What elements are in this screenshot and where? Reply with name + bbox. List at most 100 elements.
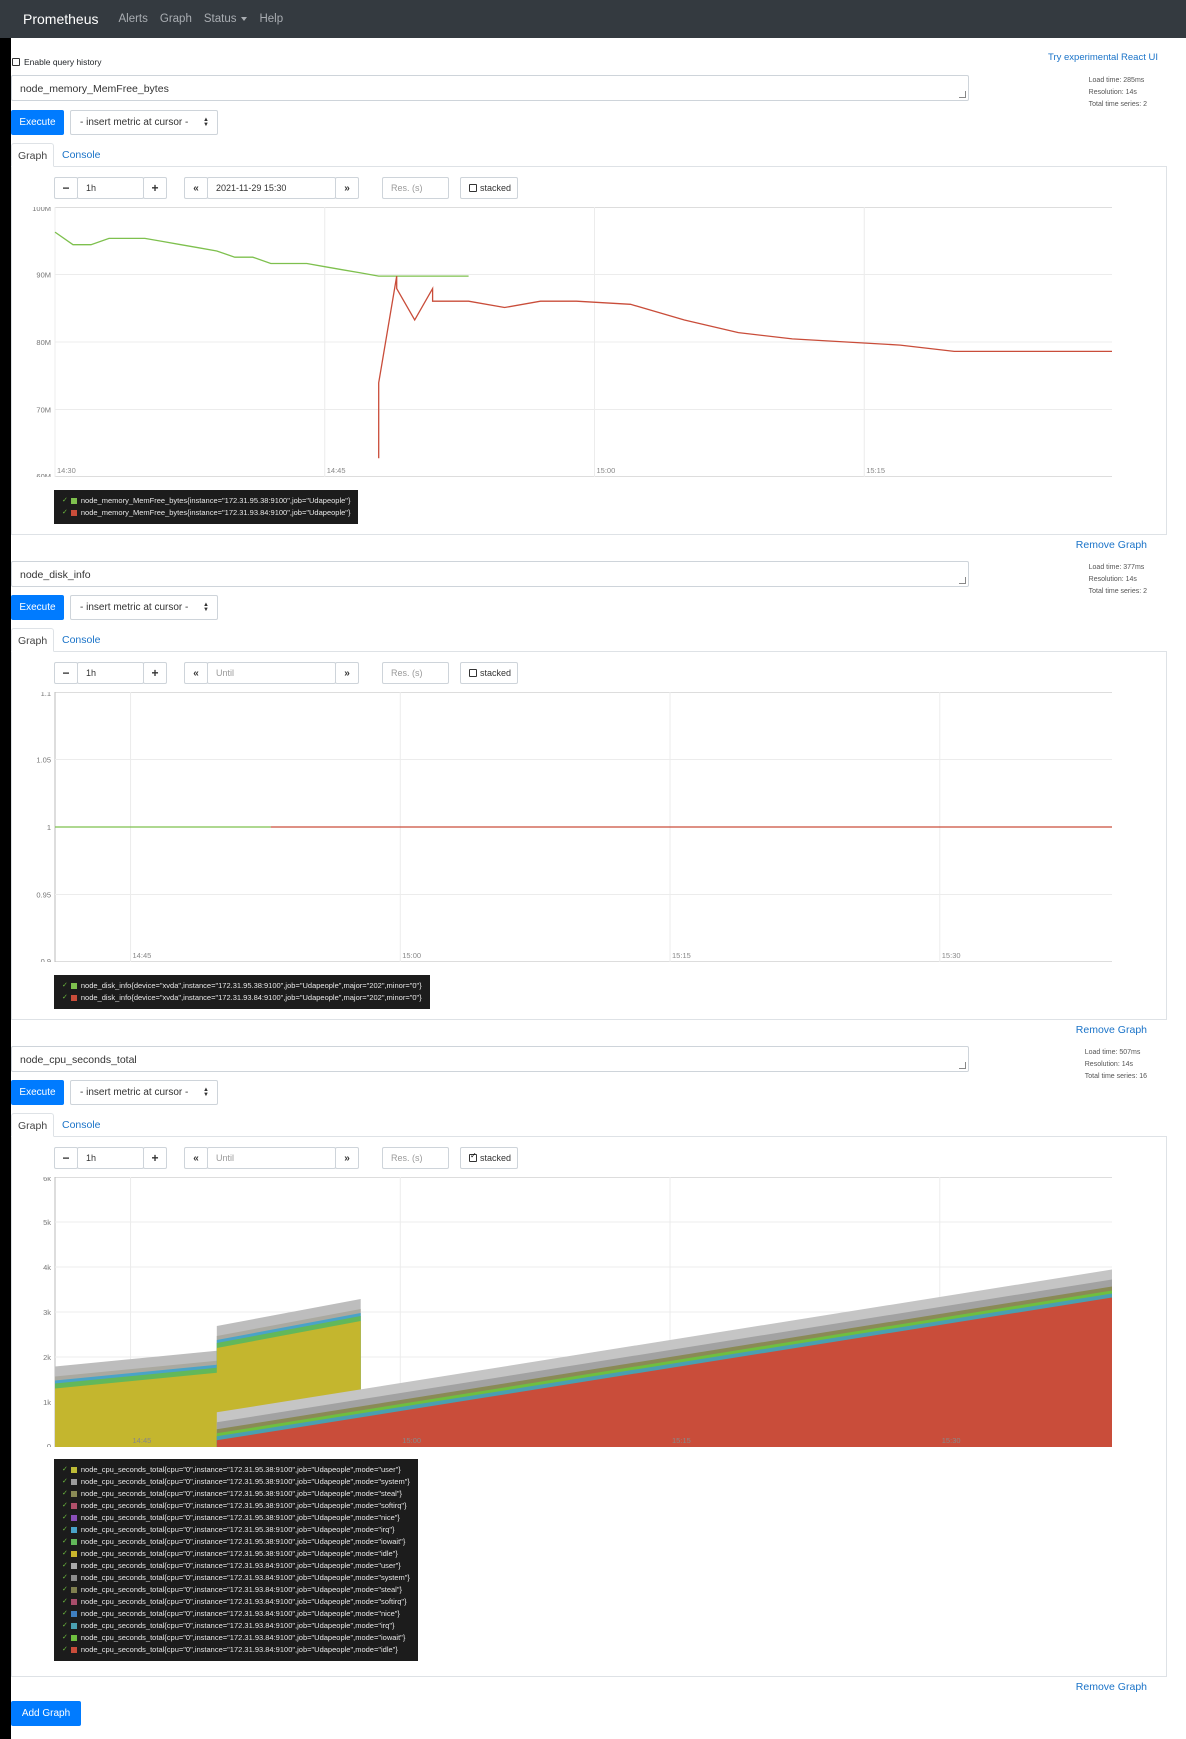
stacked-toggle[interactable]: stacked bbox=[460, 1147, 518, 1169]
tab-graph[interactable]: Graph bbox=[11, 143, 55, 167]
time-forward-button[interactable]: » bbox=[335, 177, 359, 199]
range-decrease-button[interactable]: − bbox=[54, 662, 78, 684]
range-increase-button[interactable]: + bbox=[143, 1147, 167, 1169]
legend-label: node_disk_info{device="xvda",instance="1… bbox=[80, 993, 422, 1002]
range-increase-button[interactable]: + bbox=[143, 662, 167, 684]
panel-tabs: Graph Console bbox=[11, 628, 1167, 652]
expression-input[interactable]: node_cpu_seconds_total bbox=[11, 1046, 969, 1072]
react-ui-link[interactable]: Try experimental React UI bbox=[1048, 52, 1158, 63]
memory-chart[interactable]: 100M 90M 80M 70M 60M 14:30 14:45 15:00 15:15 bbox=[12, 207, 1112, 477]
total-series: Total time series: 2 bbox=[1088, 588, 1147, 595]
resolution-input[interactable]: Res. (s) bbox=[382, 177, 449, 199]
insert-metric-select[interactable]: - insert metric at cursor - ▲ ▼ bbox=[70, 110, 218, 135]
nav-graph[interactable]: Graph bbox=[159, 13, 192, 25]
nav-status-label: Status bbox=[203, 13, 237, 25]
stacked-checkbox[interactable] bbox=[469, 1151, 477, 1162]
stacked-checkbox[interactable] bbox=[469, 669, 477, 677]
range-increase-button[interactable]: + bbox=[143, 177, 167, 199]
legend-item[interactable]: ✓ node_cpu_seconds_total{cpu="0",instance… bbox=[62, 1620, 410, 1632]
legend-item[interactable]: ✓ node_cpu_seconds_total{cpu="0",instance… bbox=[62, 1476, 410, 1488]
legend-label: node_cpu_seconds_total{cpu="0",instance=… bbox=[80, 1645, 398, 1654]
time-forward-button[interactable]: » bbox=[335, 662, 359, 684]
disk-info-chart[interactable]: 1.1 1.05 1 0.95 0.9 14:45 15:00 15:15 15:30 bbox=[12, 692, 1112, 962]
range-input[interactable]: 1h bbox=[77, 662, 144, 684]
time-back-button[interactable]: « bbox=[184, 1147, 208, 1169]
time-back-button[interactable]: « bbox=[184, 177, 208, 199]
legend-item[interactable]: ✓ node_cpu_seconds_total{cpu="0",instance… bbox=[62, 1584, 410, 1596]
legend-swatch bbox=[70, 1503, 77, 1509]
time-forward-button[interactable]: » bbox=[335, 1147, 359, 1169]
resize-handle-icon[interactable] bbox=[959, 577, 966, 584]
legend-item[interactable]: ✓ node_cpu_seconds_total{cpu="0",instance… bbox=[62, 1512, 410, 1524]
legend-item[interactable]: ✓ node_cpu_seconds_total{cpu="0",instance… bbox=[62, 1464, 410, 1476]
add-graph-button[interactable]: Add Graph bbox=[11, 1701, 81, 1726]
end-time-input[interactable]: Until bbox=[207, 1147, 336, 1169]
tab-graph[interactable]: Graph bbox=[11, 628, 55, 652]
x-tick-label: 14:45 bbox=[327, 466, 346, 475]
chart-legend: ✓ node_disk_info{device="xvda",instance="… bbox=[54, 975, 430, 1009]
tab-console[interactable]: Console bbox=[62, 149, 101, 161]
legend-item[interactable]: ✓ node_memory_MemFree_bytes{instance="172… bbox=[62, 507, 350, 519]
legend-item[interactable]: ✓ node_cpu_seconds_total{cpu="0",instance… bbox=[62, 1632, 410, 1644]
range-input[interactable]: 1h bbox=[77, 177, 144, 199]
history-checkbox[interactable] bbox=[12, 58, 20, 66]
end-time-input[interactable]: Until bbox=[207, 662, 336, 684]
nav-alerts[interactable]: Alerts bbox=[118, 13, 148, 25]
brand-logo[interactable]: Prometheus bbox=[23, 11, 99, 27]
series-area bbox=[216, 1297, 1112, 1447]
end-time-input[interactable]: 2021-11-29 15:30 bbox=[207, 177, 336, 199]
range-input[interactable]: 1h bbox=[77, 1147, 144, 1169]
x-tick-label: 15:00 bbox=[402, 951, 421, 960]
y-tick-label: 1k bbox=[43, 1398, 51, 1407]
legend-item[interactable]: ✓ node_cpu_seconds_total{cpu="0",instance… bbox=[62, 1524, 410, 1536]
legend-item[interactable]: ✓ node_disk_info{device="xvda",instance="… bbox=[62, 992, 422, 1004]
execute-button[interactable]: Execute bbox=[11, 1080, 64, 1105]
execute-button[interactable]: Execute bbox=[11, 595, 64, 620]
nav-help[interactable]: Help bbox=[259, 13, 284, 25]
nav-status[interactable]: Status bbox=[204, 13, 248, 25]
x-tick-label: 14:45 bbox=[133, 1436, 152, 1445]
resolution-input[interactable]: Res. (s) bbox=[382, 662, 449, 684]
legend-item[interactable]: ✓ node_cpu_seconds_total{cpu="0",instance… bbox=[62, 1536, 410, 1548]
remove-graph-link[interactable]: Remove Graph bbox=[1075, 1024, 1147, 1036]
stacked-checkbox[interactable] bbox=[469, 184, 477, 192]
resize-handle-icon[interactable] bbox=[959, 91, 966, 98]
left-edge-bar bbox=[0, 0, 11, 1739]
resize-handle-icon[interactable] bbox=[959, 1062, 966, 1069]
stacked-toggle[interactable]: stacked bbox=[460, 177, 518, 199]
legend-label: node_cpu_seconds_total{cpu="0",instance=… bbox=[80, 1465, 401, 1474]
legend-item[interactable]: ✓ node_disk_info{device="xvda",instance="… bbox=[62, 980, 422, 992]
y-tick-label: 0.95 bbox=[36, 891, 51, 900]
legend-item[interactable]: ✓ node_cpu_seconds_total{cpu="0",instance… bbox=[62, 1500, 410, 1512]
range-decrease-button[interactable]: − bbox=[54, 177, 78, 199]
x-tick-label: 15:30 bbox=[942, 951, 961, 960]
tab-graph[interactable]: Graph bbox=[11, 1113, 55, 1137]
legend-item[interactable]: ✓ node_cpu_seconds_total{cpu="0",instance… bbox=[62, 1548, 410, 1560]
legend-item[interactable]: ✓ node_cpu_seconds_total{cpu="0",instance… bbox=[62, 1596, 410, 1608]
legend-item[interactable]: ✓ node_memory_MemFree_bytes{instance="172… bbox=[62, 495, 350, 507]
legend-item[interactable]: ✓ node_cpu_seconds_total{cpu="0",instance… bbox=[62, 1572, 410, 1584]
graph-area: − 1h + « 2021-11-29 15:30 » Res. (s) sta… bbox=[11, 167, 1167, 535]
legend-swatch bbox=[70, 1587, 77, 1593]
execute-button[interactable]: Execute bbox=[11, 110, 64, 135]
legend-item[interactable]: ✓ node_cpu_seconds_total{cpu="0",instance… bbox=[62, 1488, 410, 1500]
remove-graph-link[interactable]: Remove Graph bbox=[1075, 1681, 1147, 1693]
expression-input[interactable]: node_disk_info bbox=[11, 561, 969, 587]
expression-input[interactable]: node_memory_MemFree_bytes bbox=[11, 75, 969, 101]
resolution-input[interactable]: Res. (s) bbox=[382, 1147, 449, 1169]
legend-item[interactable]: ✓ node_cpu_seconds_total{cpu="0",instance… bbox=[62, 1608, 410, 1620]
select-arrows-icon: ▲ ▼ bbox=[203, 1087, 209, 1098]
remove-graph-link[interactable]: Remove Graph bbox=[1075, 539, 1147, 551]
legend-item[interactable]: ✓ node_cpu_seconds_total{cpu="0",instance… bbox=[62, 1560, 410, 1572]
range-decrease-button[interactable]: − bbox=[54, 1147, 78, 1169]
tab-console[interactable]: Console bbox=[62, 634, 101, 646]
stacked-toggle[interactable]: stacked bbox=[460, 662, 518, 684]
check-icon: ✓ bbox=[62, 1490, 68, 1497]
legend-item[interactable]: ✓ node_cpu_seconds_total{cpu="0",instance… bbox=[62, 1644, 410, 1656]
tab-console[interactable]: Console bbox=[62, 1119, 101, 1131]
cpu-seconds-chart[interactable]: 6k 5k 4k 3k 2k 1k 0 14:45 15:00 15:15 15:30 bbox=[12, 1177, 1112, 1447]
insert-metric-select[interactable]: - insert metric at cursor - ▲ ▼ bbox=[70, 595, 218, 620]
insert-metric-select[interactable]: - insert metric at cursor - ▲ ▼ bbox=[70, 1080, 218, 1105]
query-history-toggle[interactable]: Enable query history bbox=[12, 57, 102, 67]
time-back-button[interactable]: « bbox=[184, 662, 208, 684]
